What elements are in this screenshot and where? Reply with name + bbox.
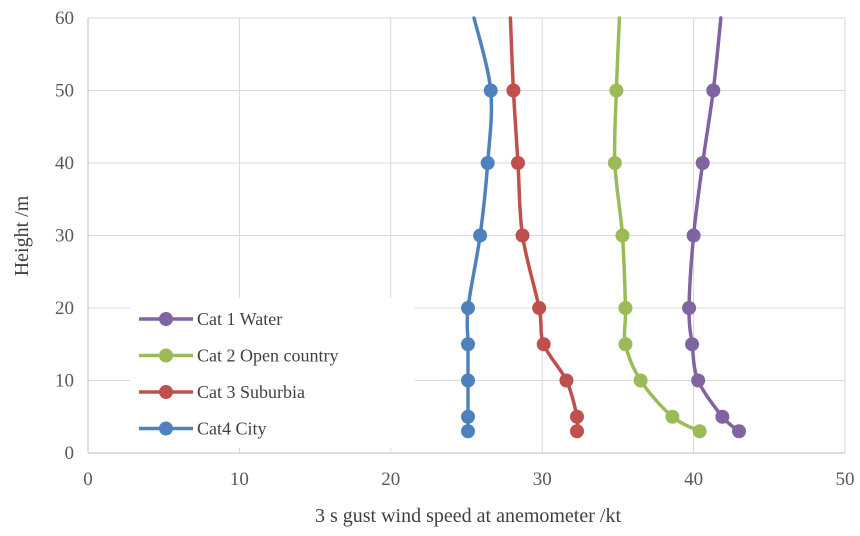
data-point-cat-2-open-country <box>607 156 622 170</box>
data-point-cat-3-suburbia <box>570 424 585 439</box>
data-point-cat4-city <box>473 228 488 243</box>
data-point-cat-3-suburbia <box>532 301 547 315</box>
data-point-cat-1-water <box>691 373 706 388</box>
x-tick-label: 20 <box>381 469 400 490</box>
data-point-cat-3-suburbia <box>515 228 530 243</box>
legend-background <box>130 298 415 448</box>
x-tick-label: 40 <box>684 469 703 490</box>
legend-label-cat-2-open-country: Cat 2 Open country <box>197 346 338 366</box>
data-point-cat4-city <box>461 424 476 439</box>
data-point-cat4-city <box>461 409 476 424</box>
data-point-cat-3-suburbia <box>510 156 525 170</box>
data-point-cat-3-suburbia <box>536 337 551 352</box>
data-point-cat-2-open-country <box>615 228 630 243</box>
data-point-cat-2-open-country <box>692 424 707 439</box>
legend-label-cat-1-water: Cat 1 Water <box>197 309 282 329</box>
legend-marker-cat-1-water <box>159 312 173 326</box>
legend: Cat 1 Water Cat 2 Open country Cat 3 Subur… <box>130 298 415 448</box>
data-point-cat-1-water <box>682 301 697 315</box>
axes <box>87 18 845 454</box>
legend-label-cat-3-suburbia: Cat 3 Suburbia <box>197 382 305 402</box>
data-point-cat-1-water <box>695 156 710 170</box>
series-group <box>461 16 747 439</box>
data-point-cat-2-open-country <box>633 373 648 388</box>
tick-labels: 0 10 20 30 40 50 0 10 20 30 40 50 60 <box>55 8 855 490</box>
y-tick-label: 60 <box>55 8 74 29</box>
legend-label-cat4-city: Cat4 City <box>197 419 267 439</box>
data-point-cat-1-water <box>715 409 730 424</box>
legend-marker-cat4-city <box>159 421 173 436</box>
y-tick-label: 0 <box>65 443 75 464</box>
y-axis-title: Height /m <box>11 195 33 276</box>
data-point-cat4-city <box>461 301 476 315</box>
data-point-cat-2-open-country <box>609 83 624 98</box>
data-point-cat-2-open-country <box>618 301 633 315</box>
data-point-cat-1-water <box>685 337 700 352</box>
data-point-cat4-city <box>480 156 495 170</box>
data-point-cat4-city <box>461 337 476 352</box>
data-point-cat4-city <box>483 83 498 98</box>
data-point-cat4-city <box>461 373 476 388</box>
x-axis-title: 3 s gust wind speed at anemometer /kt <box>315 505 621 527</box>
data-point-cat-1-water <box>732 424 747 439</box>
data-point-cat-3-suburbia <box>506 83 521 98</box>
data-point-cat-3-suburbia <box>570 409 585 424</box>
y-tick-label: 50 <box>55 81 74 102</box>
legend-marker-cat-2-open-country <box>159 348 173 363</box>
data-point-cat-2-open-country <box>665 409 680 424</box>
legend-marker-cat-3-suburbia <box>159 385 173 399</box>
x-tick-label: 30 <box>533 469 552 490</box>
x-tick-label: 10 <box>230 469 249 490</box>
data-point-cat-1-water <box>686 228 701 243</box>
data-point-cat-1-water <box>706 83 721 98</box>
x-tick-label: 0 <box>83 469 93 490</box>
data-point-cat-2-open-country <box>618 337 633 352</box>
y-tick-label: 10 <box>55 371 74 392</box>
y-tick-label: 40 <box>55 153 74 174</box>
y-tick-label: 20 <box>55 298 74 319</box>
data-point-cat-3-suburbia <box>559 373 574 388</box>
y-tick-label: 30 <box>55 226 74 247</box>
x-tick-label: 50 <box>836 469 855 490</box>
